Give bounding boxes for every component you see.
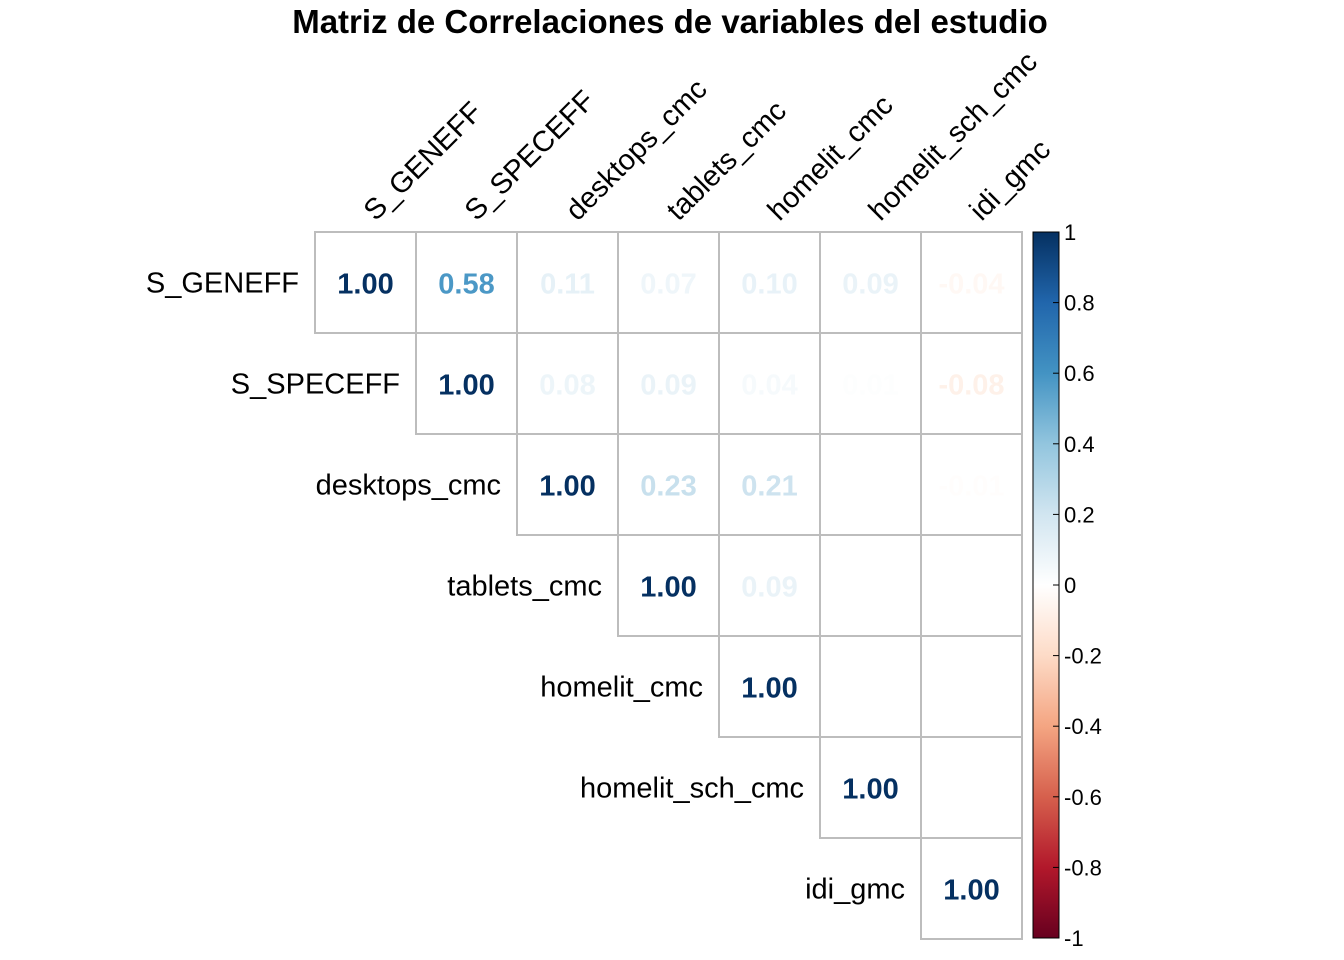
column-labels: S_GENEFFS_SPECEFFdesktops_cmctablets_cmc… — [358, 46, 1057, 227]
cell-value: -0.04 — [938, 269, 1004, 301]
matrix-cell — [920, 433, 1023, 536]
colorbar-tick-label: 1 — [1064, 220, 1076, 245]
row-label: tablets_cmc — [447, 571, 602, 603]
matrix-cell — [819, 231, 922, 334]
cell-value: 0.00 — [842, 673, 898, 705]
colorbar: 1 0.8 0.6 0.4 0.2 0 -0.2 -0.4 -0.6 -0.8 -1 — [1032, 220, 1102, 951]
chart-title: Matriz de Correlaciones de variables del… — [292, 3, 1048, 40]
matrix-cell — [718, 635, 821, 738]
cell-value: 1.00 — [640, 572, 696, 604]
colorbar-tick-label: -0.2 — [1064, 644, 1102, 669]
matrix-cell — [819, 534, 922, 637]
matrix-cell — [516, 231, 619, 334]
cell-value: 0.00 — [943, 774, 999, 806]
cell-value: 1.00 — [943, 875, 999, 907]
cell-value: 0.04 — [741, 370, 797, 402]
row-label: desktops_cmc — [316, 470, 501, 502]
colorbar-tick-label: -0.6 — [1064, 785, 1102, 810]
cell-value: 0.23 — [640, 471, 696, 503]
cell-value: 0.11 — [540, 269, 595, 301]
matrix-cell — [314, 231, 417, 334]
matrix-cells: 1.00 0.58 0.11 0.07 0.10 0.09 -0.04 1.00 0.08 0.0… — [314, 231, 1023, 940]
matrix-cell — [617, 534, 720, 637]
cell-value: 0.00 — [842, 572, 898, 604]
cell-value: 0.09 — [640, 370, 696, 402]
cell-value: 0.00 — [943, 673, 999, 705]
cell-value: 0.07 — [640, 269, 696, 301]
cell-value: 0.09 — [741, 572, 797, 604]
row-label: S_GENEFF — [146, 268, 299, 300]
row-label: idi_gmc — [805, 874, 905, 906]
cell-value: 1.00 — [741, 673, 797, 705]
colorbar-tick-label: 0.2 — [1064, 502, 1095, 527]
colorbar-tick-label: -1 — [1064, 926, 1084, 951]
colorbar-tick-label: 0 — [1064, 573, 1076, 598]
cell-value: 0.58 — [438, 269, 494, 301]
matrix-cell — [617, 332, 720, 435]
cell-value: 0.21 — [741, 471, 797, 503]
matrix-cell — [920, 534, 1023, 637]
colorbar-tick-label: 0.6 — [1064, 361, 1095, 386]
matrix-cell — [819, 433, 922, 536]
cell-value: 0.00 — [842, 471, 898, 503]
row-label: S_SPECEFF — [231, 369, 400, 401]
cell-value: 1.00 — [842, 774, 898, 806]
colorbar-tick-label: 0.8 — [1064, 291, 1095, 316]
cell-value: 0.08 — [539, 370, 595, 402]
matrix-cell — [819, 332, 922, 435]
matrix-cell — [415, 231, 518, 334]
cell-value: 0.10 — [741, 269, 797, 301]
cell-value: 1.00 — [438, 370, 494, 402]
matrix-cell — [516, 433, 619, 536]
matrix-cell — [415, 332, 518, 435]
matrix-cell — [718, 433, 821, 536]
cell-value: 1.00 — [539, 471, 595, 503]
colorbar-tick-label: -0.8 — [1064, 855, 1102, 880]
row-labels: S_GENEFF S_SPECEFF desktops_cmc tablets_cmc… — [146, 268, 905, 906]
cell-value: -0.01 — [938, 471, 1004, 503]
cell-value: 1.00 — [337, 269, 393, 301]
column-label: idi_gmc — [964, 134, 1057, 227]
matrix-cell — [920, 837, 1023, 940]
colorbar-tick-label: 0.4 — [1064, 432, 1095, 457]
cell-value: -0.08 — [938, 370, 1004, 402]
cell-value: 0.09 — [842, 269, 898, 301]
cell-value: 0.01 — [842, 370, 898, 402]
row-label: homelit_cmc — [540, 672, 703, 704]
column-label: homelit_sch_cmc — [863, 46, 1044, 227]
colorbar-tick-label: -0.4 — [1064, 714, 1102, 739]
matrix-cell — [718, 534, 821, 637]
matrix-cell — [920, 736, 1023, 839]
cell-value: 0.00 — [943, 572, 999, 604]
colorbar-ticks: 1 0.8 0.6 0.4 0.2 0 -0.2 -0.4 -0.6 -0.8 -1 — [1053, 220, 1102, 951]
row-label: homelit_sch_cmc — [580, 773, 804, 805]
